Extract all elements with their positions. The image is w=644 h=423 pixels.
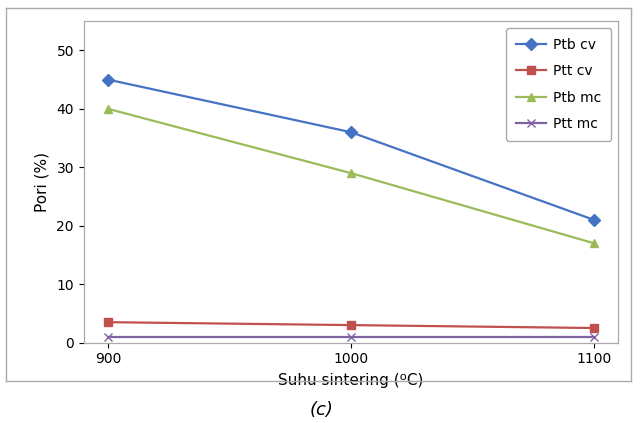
Legend: Ptb cv, Ptt cv, Ptb mc, Ptt mc: Ptb cv, Ptt cv, Ptb mc, Ptt mc bbox=[506, 28, 611, 141]
Ptt cv bbox=[590, 325, 598, 330]
Ptb cv bbox=[347, 130, 355, 135]
Ptb mc bbox=[347, 170, 355, 176]
Line: Ptt cv: Ptt cv bbox=[104, 318, 598, 332]
Ptt mc bbox=[347, 334, 355, 339]
Ptb cv bbox=[104, 77, 112, 82]
Text: (c): (c) bbox=[310, 401, 334, 418]
Ptt cv bbox=[104, 320, 112, 325]
Ptb mc bbox=[590, 241, 598, 246]
Line: Ptt mc: Ptt mc bbox=[104, 332, 598, 341]
Ptb mc bbox=[104, 106, 112, 111]
Ptt mc bbox=[104, 334, 112, 339]
Y-axis label: Pori (%): Pori (%) bbox=[34, 152, 50, 212]
Line: Ptb cv: Ptb cv bbox=[104, 75, 598, 224]
Ptt mc bbox=[590, 334, 598, 339]
Ptb cv bbox=[590, 217, 598, 222]
Line: Ptb mc: Ptb mc bbox=[104, 104, 598, 247]
Ptt cv bbox=[347, 323, 355, 328]
X-axis label: Suhu sintering (ºC): Suhu sintering (ºC) bbox=[278, 373, 424, 388]
